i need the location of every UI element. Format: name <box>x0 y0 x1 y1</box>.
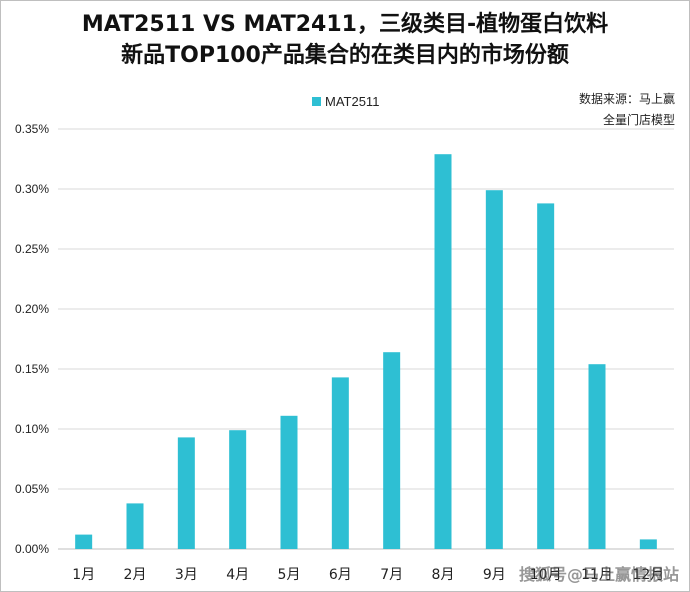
x-tick-label: 6月 <box>329 567 352 583</box>
x-tick-label: 11月 <box>581 567 613 583</box>
x-tick-label: 9月 <box>483 567 506 583</box>
bar <box>537 203 555 549</box>
bar <box>331 377 349 549</box>
y-tick-label: 0.20% <box>15 302 49 316</box>
x-tick-label: 2月 <box>124 567 147 583</box>
chart-title-line-1: MAT2511 VS MAT2411，三级类目-植物蛋白饮料 <box>81 12 609 37</box>
data-source-line-1: 数据来源：马上赢 <box>578 92 675 106</box>
x-tick-label: 8月 <box>432 567 455 583</box>
data-source-note: 数据来源：马上赢 全量门店模型 <box>579 89 675 131</box>
y-tick-label: 0.10% <box>15 422 49 436</box>
x-tick-label: 7月 <box>380 567 403 583</box>
x-tick-label: 12月 <box>632 567 664 583</box>
bar <box>588 364 606 549</box>
x-tick-label: 3月 <box>175 567 198 583</box>
x-tick-label: 10月 <box>530 567 562 583</box>
legend-swatch <box>312 97 321 106</box>
x-tick-label: 1月 <box>72 567 95 583</box>
chart-title: MAT2511 VS MAT2411，三级类目-植物蛋白饮料 新品TOP100产… <box>1 9 689 71</box>
bar <box>177 437 195 549</box>
x-tick-label: 4月 <box>226 567 249 583</box>
data-source-line-2: 全量门店模型 <box>602 113 675 127</box>
y-tick-label: 0.25% <box>15 242 49 256</box>
legend-label: MAT2511 <box>325 94 379 109</box>
bar <box>485 190 503 549</box>
bar <box>229 430 247 549</box>
y-tick-label: 0.30% <box>15 182 49 196</box>
bar <box>126 503 144 549</box>
bar <box>383 352 401 549</box>
bar <box>75 534 93 549</box>
x-tick-label: 5月 <box>278 567 301 583</box>
y-tick-label: 0.35% <box>15 122 49 136</box>
watermark: 搜狐号@马上赢情报站 <box>518 565 679 584</box>
chart-title-line-2: 新品TOP100产品集合的在类目内的市场份额 <box>121 43 569 68</box>
bar <box>434 154 452 549</box>
bar <box>639 539 657 549</box>
y-tick-label: 0.00% <box>15 542 49 556</box>
y-tick-label: 0.05% <box>15 482 49 496</box>
y-tick-label: 0.15% <box>15 362 49 376</box>
bar <box>280 415 298 549</box>
